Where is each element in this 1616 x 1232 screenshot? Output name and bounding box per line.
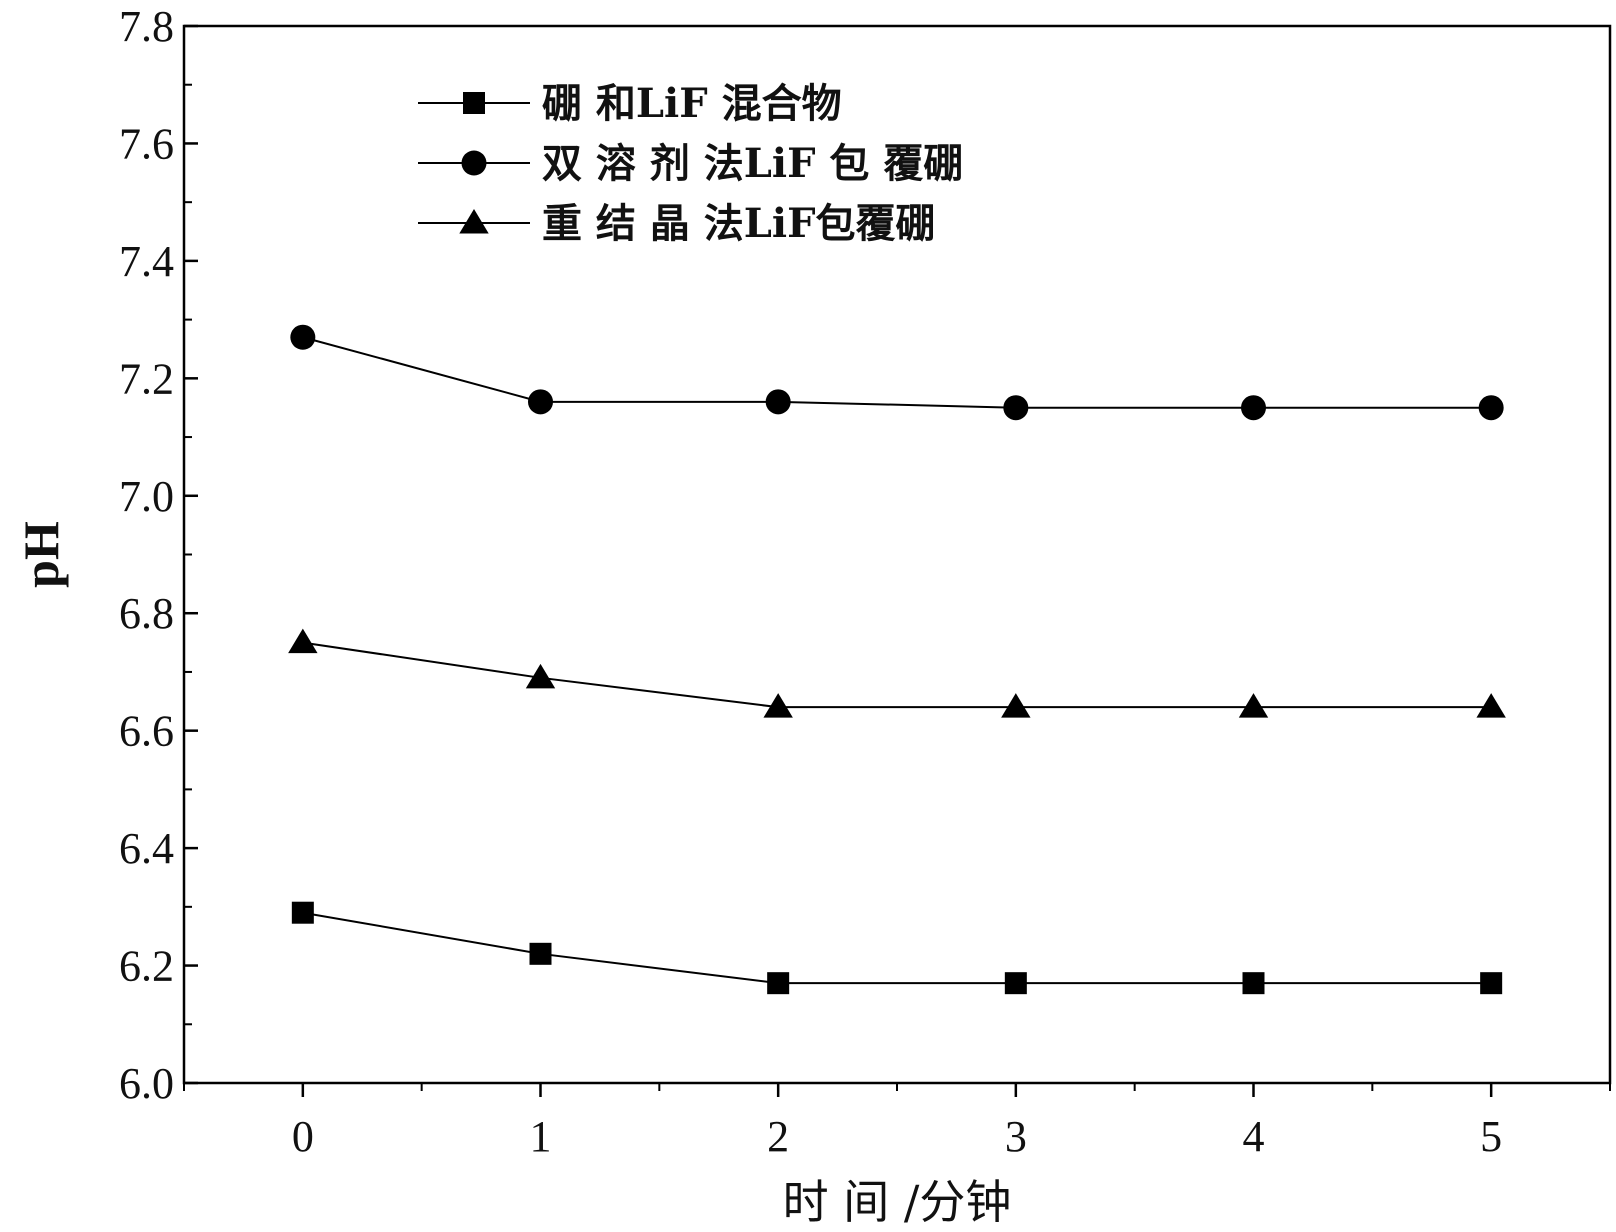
x-axis-title: 时 间 /分钟 xyxy=(783,1175,1012,1229)
y-tick-label: 7.8 xyxy=(119,2,174,51)
circle-marker xyxy=(1241,395,1266,420)
y-axis-title: pH xyxy=(13,521,69,588)
y-tick-label: 7.4 xyxy=(119,237,174,286)
circle-marker xyxy=(1479,395,1504,420)
x-tick-label: 4 xyxy=(1243,1112,1265,1161)
square-marker xyxy=(1005,972,1027,994)
legend-label: 双 溶 剂 法LiF 包 覆硼 xyxy=(542,140,963,187)
y-tick-label: 7.2 xyxy=(119,354,174,403)
legend-label: 重 结 晶 法LiF包覆硼 xyxy=(542,200,936,247)
circle-marker xyxy=(462,151,487,176)
y-tick-label: 6.6 xyxy=(119,707,174,756)
square-marker xyxy=(1480,972,1502,994)
legend-label: 硼 和LiF 混合物 xyxy=(542,80,842,127)
circle-marker xyxy=(1003,395,1028,420)
square-marker xyxy=(530,943,552,965)
square-marker xyxy=(292,902,314,924)
y-tick-label: 7.6 xyxy=(119,119,174,168)
square-marker xyxy=(463,92,485,114)
square-marker xyxy=(767,972,789,994)
y-tick-label: 7.0 xyxy=(119,472,174,521)
y-tick-label: 6.4 xyxy=(119,824,174,873)
x-tick-label: 5 xyxy=(1480,1112,1502,1161)
circle-marker xyxy=(528,389,553,414)
y-tick-label: 6.8 xyxy=(119,589,174,638)
circle-marker xyxy=(766,389,791,414)
x-tick-label: 1 xyxy=(530,1112,552,1161)
y-tick-label: 6.0 xyxy=(119,1059,174,1108)
y-tick-label: 6.2 xyxy=(119,942,174,991)
x-tick-label: 2 xyxy=(767,1112,789,1161)
square-marker xyxy=(1243,972,1265,994)
x-tick-label: 3 xyxy=(1005,1112,1027,1161)
x-tick-label: 0 xyxy=(292,1112,314,1161)
circle-marker xyxy=(290,325,315,350)
